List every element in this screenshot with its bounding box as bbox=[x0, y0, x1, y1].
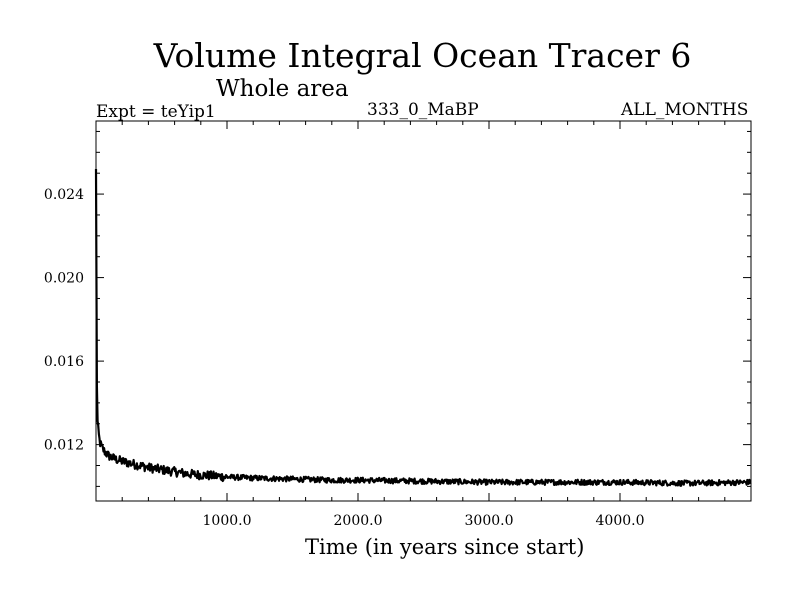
x-axis-label: Time (in years since start) bbox=[305, 535, 585, 559]
chart-subtitle: Whole area bbox=[216, 76, 349, 102]
x-tick-label: 2000.0 bbox=[334, 513, 383, 529]
x-tick-label: 1000.0 bbox=[203, 513, 252, 529]
y-tick-label: 0.024 bbox=[44, 187, 84, 203]
x-tick-label: 4000.0 bbox=[596, 513, 645, 529]
months-label: ALL_MONTHS bbox=[621, 100, 749, 120]
x-tick-label: 3000.0 bbox=[465, 513, 514, 529]
series-line bbox=[94, 168, 752, 487]
y-tick-label: 0.012 bbox=[44, 438, 84, 454]
plot-frame bbox=[95, 120, 752, 502]
y-tick-label: 0.016 bbox=[44, 354, 84, 370]
experiment-label: Expt = teYip1 bbox=[96, 102, 216, 122]
chart-title: Volume Integral Ocean Tracer 6 bbox=[153, 36, 692, 75]
y-tick-label: 0.020 bbox=[44, 271, 84, 287]
axis-ticks: 1000.0 2000.0 3000.0 4000.0 0.012 0.016 0.020 0… bbox=[44, 121, 751, 529]
period-label: 333_0_MaBP bbox=[367, 100, 479, 120]
